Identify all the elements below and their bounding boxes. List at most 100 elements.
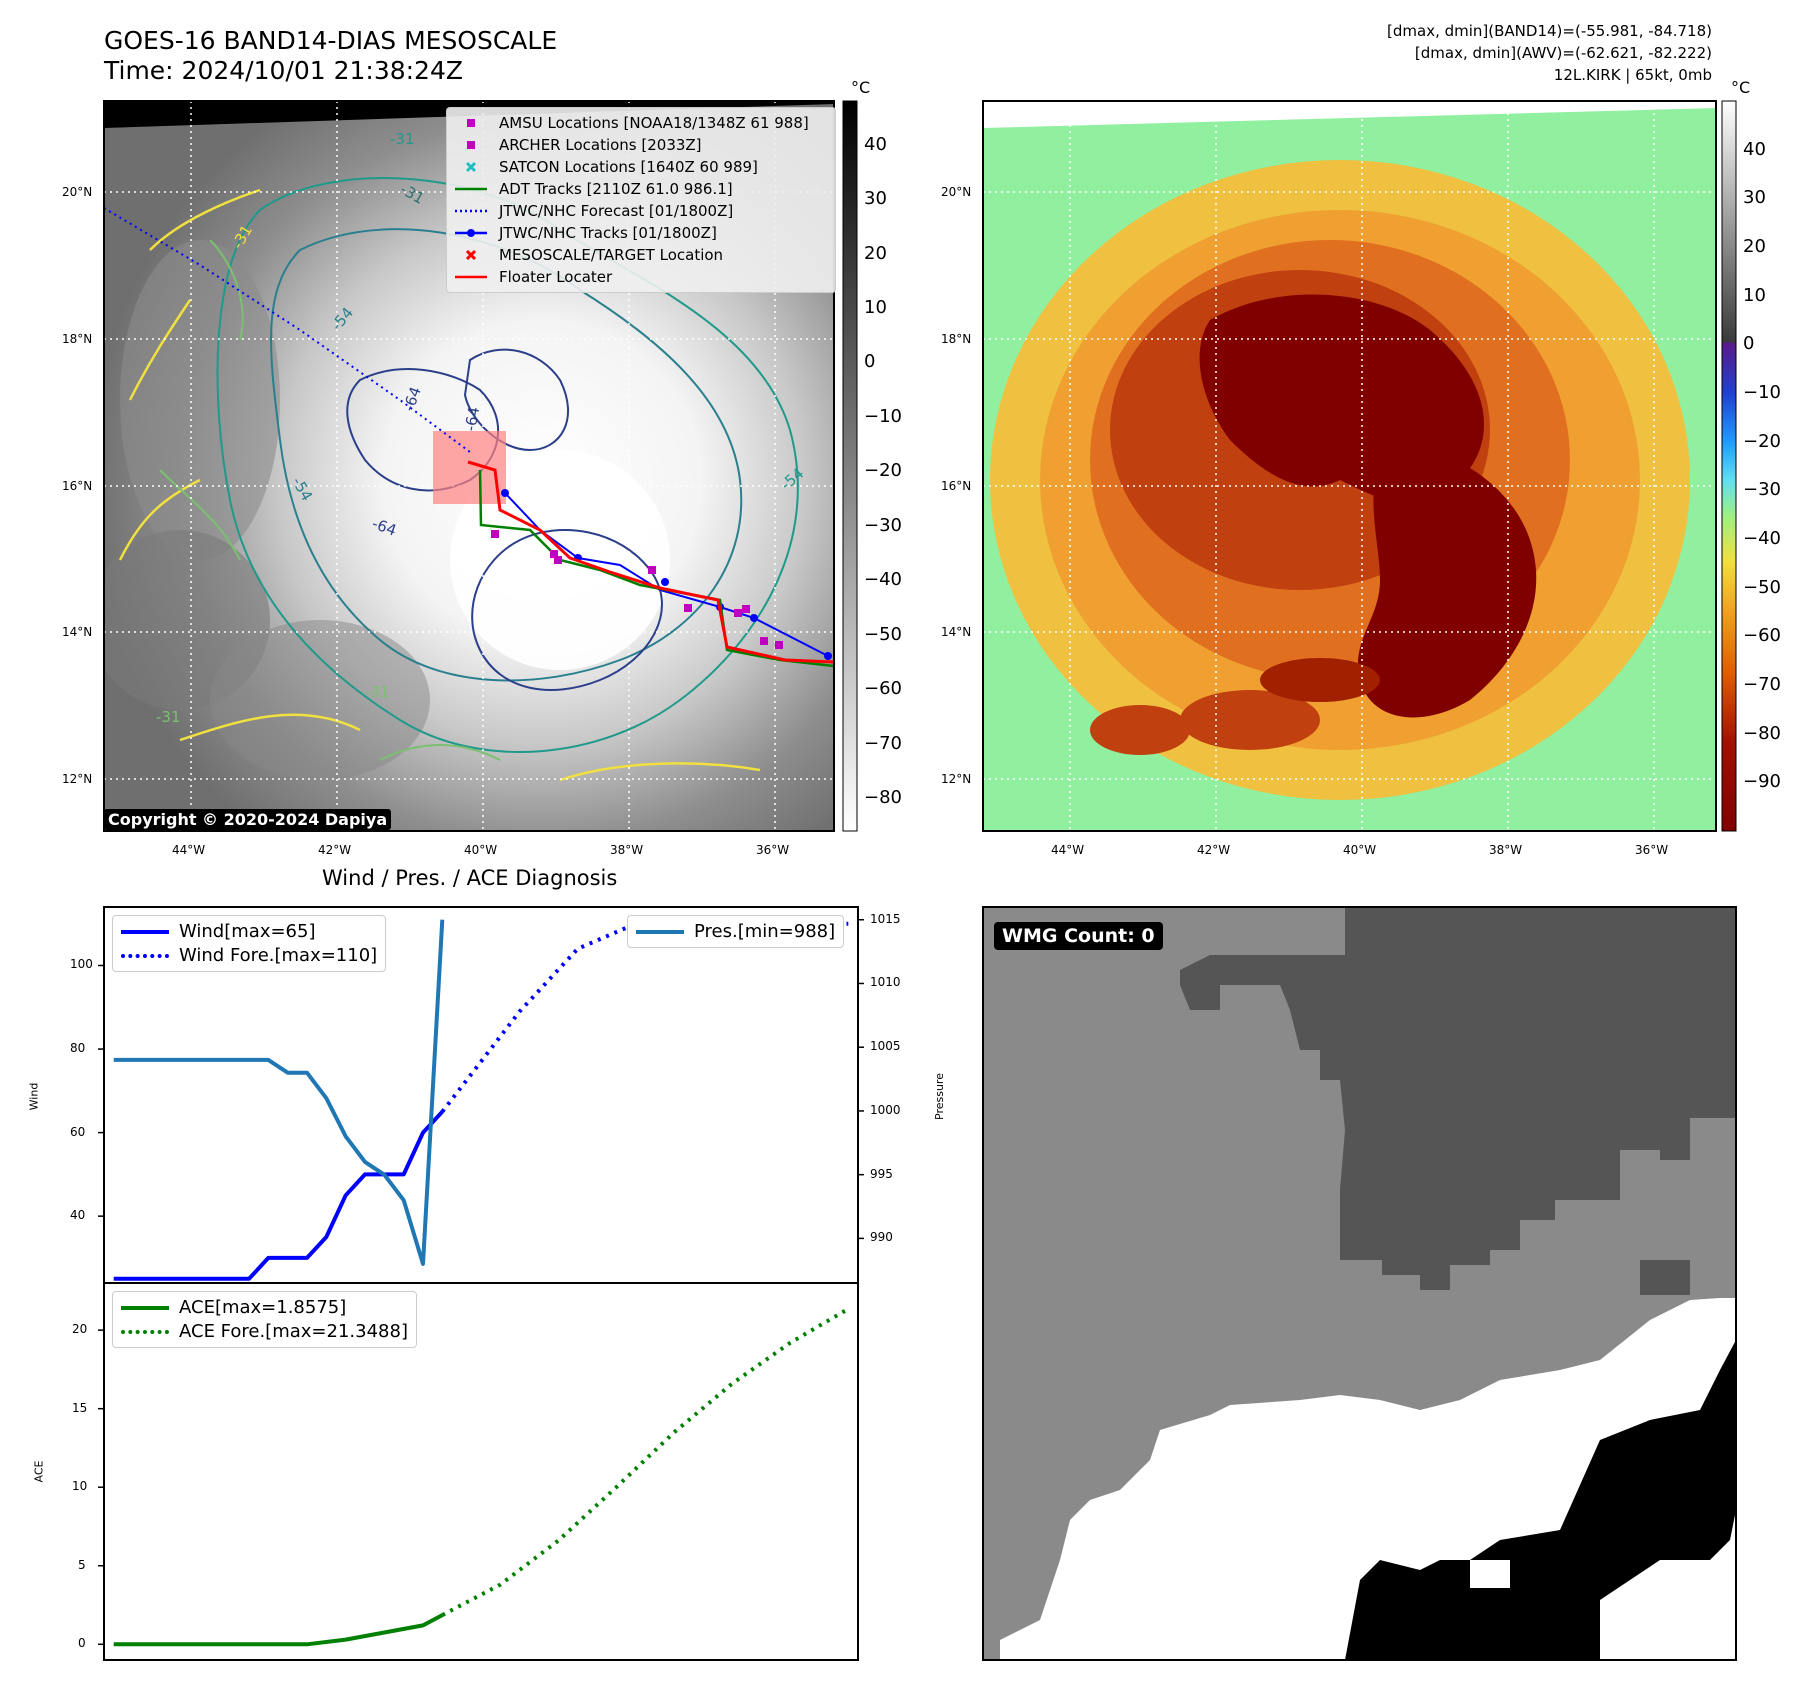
color-colorbar-tick: −70: [1743, 674, 1781, 695]
color-colorbar-tick: −30: [1743, 479, 1781, 501]
ace-tick-label: 15: [72, 1400, 88, 1415]
map2-lat-18: 18°N: [941, 332, 972, 346]
meta-storm: 12L.KIRK | 65kt, 0mb: [1553, 66, 1712, 84]
map1-lon-36: 36°W: [756, 843, 790, 857]
color-colorbar-tick: −20: [1743, 430, 1781, 452]
map1-lon-44: 44°W: [172, 843, 206, 857]
ace-tick-label: 20: [72, 1322, 88, 1337]
meta-band14: [dmax, dmin](BAND14)=(-55.981, -84.718): [1387, 22, 1712, 40]
color-colorbar-tick: 30: [1743, 187, 1766, 209]
wind-forecast-line: [440, 921, 849, 1113]
color-colorbar-tick: −90: [1743, 771, 1781, 793]
contour-label: -31: [365, 683, 390, 701]
map1-lat-16: 16°N: [62, 479, 93, 493]
map-legend-label: ADT Tracks [2110Z 61.0 986.1]: [499, 180, 733, 198]
chart-title: Wind / Pres. / ACE Diagnosis: [322, 866, 618, 890]
pressure-line: [113, 919, 445, 1266]
gray-colorbar-tick: 20: [864, 242, 887, 264]
legend-ace-forecast-label: ACE Fore.[max=21.3488]: [179, 1321, 408, 1342]
map2-lon-38: 38°W: [1489, 843, 1523, 857]
map-legend-item: JTWC/NHC Tracks [01/1800Z]: [451, 222, 831, 244]
wind-tick-label: 60: [70, 1124, 86, 1139]
wind-tick-label: 40: [70, 1208, 86, 1223]
pressure-tick-label: 1000: [870, 1102, 901, 1117]
contour-label: -31: [390, 130, 415, 148]
pressure-tick-label: 1015: [870, 911, 901, 926]
map-legend-label: Floater Locater: [499, 268, 613, 286]
legend-symbol-icon: [455, 275, 487, 279]
ace-legend: ACE[max=1.8575] ACE Fore.[max=21.3488]: [112, 1291, 417, 1348]
color-colorbar-tick: 0: [1743, 333, 1755, 355]
ace-tick-label: 0: [78, 1636, 86, 1651]
map-legend-item: JTWC/NHC Forecast [01/1800Z]: [451, 200, 831, 222]
ace-tick-label: 5: [78, 1557, 86, 1572]
gray-colorbar-tick: −20: [864, 460, 902, 482]
map-legend-item: Floater Locater: [451, 266, 831, 288]
map1-lat-12: 12°N: [62, 772, 93, 786]
map2-lat-14: 14°N: [941, 625, 972, 639]
figure-time: Time: 2024/10/01 21:38:24Z: [104, 56, 463, 85]
legend-symbol-icon: [455, 229, 487, 237]
wmg-map: [982, 906, 1737, 1661]
wind-axis-label: Wind: [27, 1082, 41, 1111]
legend-symbol-icon: [455, 209, 487, 213]
color-colorbar-tick: −80: [1743, 722, 1781, 744]
map-legend-item: AMSU Locations [NOAA18/1348Z 61 988]: [451, 112, 831, 134]
color-colorbar-unit: °C: [1731, 78, 1751, 97]
amsu-archer-markers: [491, 530, 783, 649]
meta-awv: [dmax, dmin](AWV)=(-62.621, -82.222): [1414, 44, 1712, 62]
legend-pressure-label: Pres.[min=988]: [694, 921, 836, 942]
map2-lat-20: 20°N: [941, 185, 972, 199]
legend-ace-label: ACE[max=1.8575]: [179, 1297, 347, 1318]
color-colorbar: [1721, 100, 1737, 832]
map-legend-item: ADT Tracks [2110Z 61.0 986.1]: [451, 178, 831, 200]
map2-lon-40: 40°W: [1343, 843, 1377, 857]
color-colorbar-tick: −50: [1743, 576, 1781, 598]
map2-lat-16: 16°N: [941, 479, 972, 493]
legend-symbol-icon: [467, 119, 475, 127]
wind-tick-label: 100: [70, 957, 93, 972]
legend-wind-forecast-label: Wind Fore.[max=110]: [179, 945, 378, 966]
map-legend-item: ARCHER Locations [2033Z]: [451, 134, 831, 156]
map1-lon-38: 38°W: [610, 843, 644, 857]
map-legend: AMSU Locations [NOAA18/1348Z 61 988] ARCH…: [446, 107, 836, 293]
legend-symbol-icon: [467, 141, 475, 149]
pressure-legend: Pres.[min=988]: [627, 915, 845, 948]
map2-lon-42: 42°W: [1197, 843, 1231, 857]
wmg-count-badge: WMG Count: 0: [994, 922, 1163, 950]
wind-line: [113, 1110, 444, 1281]
legend-symbol-icon: [465, 161, 477, 173]
map-legend-label: AMSU Locations [NOAA18/1348Z 61 988]: [499, 114, 809, 132]
ir-color-map: [982, 100, 1717, 832]
map1-lat-14: 14°N: [62, 625, 93, 639]
wind-legend: Wind[max=65] Wind Fore.[max=110]: [112, 915, 387, 972]
floater-locator-track: [467, 460, 834, 664]
color-colorbar-tick: 20: [1743, 236, 1766, 257]
map-legend-label: ARCHER Locations [2033Z]: [499, 136, 702, 154]
legend-symbol-icon: [465, 249, 477, 261]
copyright-banner: Copyright © 2020-2024 Dapiya: [104, 809, 392, 830]
legend-symbol-icon: [455, 187, 487, 191]
map-legend-label: MESOSCALE/TARGET Location: [499, 246, 724, 264]
gray-colorbar-tick: −10: [864, 405, 902, 427]
map-legend-item: SATCON Locations [1640Z 60 989]: [451, 156, 831, 178]
map2-lat-12: 12°N: [941, 772, 972, 786]
map-legend-label: JTWC/NHC Tracks [01/1800Z]: [499, 224, 717, 242]
contour-label: -31: [156, 708, 181, 726]
pressure-axis-label: Pressure: [932, 1073, 946, 1120]
map1-lon-42: 42°W: [318, 843, 352, 857]
gray-colorbar-tick: −30: [864, 514, 902, 536]
gray-colorbar-tick: 0: [864, 351, 876, 373]
map2-lon-36: 36°W: [1635, 843, 1669, 857]
mesoscale-target-box: [433, 431, 506, 504]
pressure-tick-label: 1010: [870, 975, 901, 990]
color-colorbar-tick: 10: [1743, 284, 1766, 306]
map-legend-label: JTWC/NHC Forecast [01/1800Z]: [499, 202, 734, 220]
color-colorbar-tick: −60: [1743, 625, 1781, 647]
map1-lat-20: 20°N: [62, 185, 93, 199]
figure-title: GOES-16 BAND14-DIAS MESOSCALE: [104, 26, 558, 55]
gray-colorbar-tick: −80: [864, 787, 902, 809]
gray-colorbar-tick: 40: [864, 133, 887, 155]
wind-tick-label: 80: [70, 1041, 86, 1056]
ace-tick-label: 10: [72, 1479, 88, 1494]
